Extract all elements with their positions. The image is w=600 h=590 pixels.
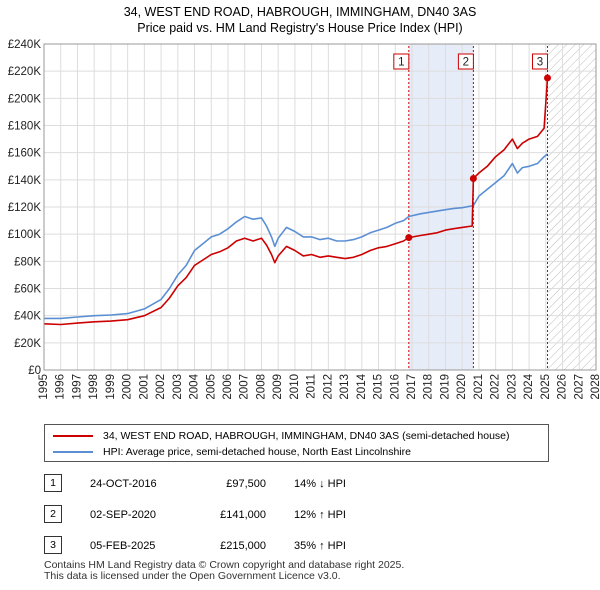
sale-hpi-3: 35% ↑ HPI [294, 540, 346, 552]
x-tick-label: 2016 [389, 374, 401, 400]
sale-label-box-2 [457, 53, 474, 70]
series-line-property [43, 77, 549, 326]
x-tick-label: 2005 [205, 374, 217, 400]
sale-hpi-2: 12% ↑ HPI [294, 509, 346, 521]
sale-hpi-1: 14% ↓ HPI [294, 478, 346, 490]
sale-date-1: 24-OCT-2016 [90, 478, 157, 490]
x-tick-label: 2004 [189, 373, 201, 399]
y-tick-label: £200K [8, 93, 42, 105]
sale-label-box-3 [531, 53, 548, 70]
footer-attribution: Contains HM Land Registry data © Crown c… [44, 560, 404, 582]
legend-item-property: 34, WEST END ROAD, HABROUGH, IMMINGHAM, … [53, 428, 510, 444]
sale-number-1: 1 [44, 474, 62, 492]
y-tick-label: £60K [14, 284, 41, 296]
sale-label-2: 2 [463, 57, 469, 69]
x-tick-label: 2007 [239, 374, 251, 400]
legend-label-property: 34, WEST END ROAD, HABROUGH, IMMINGHAM, … [103, 430, 510, 442]
legend-swatch-hpi [53, 451, 93, 454]
x-tick-label: 2001 [138, 374, 150, 400]
x-tick-label: 2017 [406, 374, 418, 400]
x-tick-label: 2027 [573, 374, 585, 400]
y-tick-label: £180K [8, 121, 42, 133]
y-tick-label: £80K [14, 256, 41, 268]
x-tick-label: 2014 [356, 373, 368, 399]
x-tick-label: 2010 [289, 374, 301, 400]
x-tick-label: 1998 [88, 374, 100, 400]
x-tick-label: 2019 [439, 374, 451, 400]
x-tick-label: 2020 [456, 374, 468, 400]
legend-label-hpi: HPI: Average price, semi-detached house,… [103, 446, 411, 458]
sale-price-3: £215,000 [220, 540, 266, 552]
x-tick-label: 2018 [423, 374, 435, 400]
sale-label-1: 1 [398, 57, 404, 69]
y-tick-label: £220K [8, 66, 42, 78]
y-tick-label: £160K [8, 148, 42, 160]
sale-point-2 [469, 174, 477, 182]
y-tick-label: £140K [8, 175, 42, 187]
sale-date-3: 05-FEB-2025 [90, 540, 156, 552]
y-tick-label: £100K [8, 229, 42, 241]
sale-point-1 [405, 234, 413, 242]
x-tick-label: 2022 [490, 374, 502, 400]
sale-price-2: £141,000 [220, 509, 266, 521]
x-tick-label: 2012 [322, 374, 334, 400]
x-tick-label: 2024 [523, 373, 535, 399]
sale-price-1: £97,500 [226, 478, 266, 490]
footer-line2: This data is licensed under the Open Gov… [44, 570, 341, 582]
sale-number-2: 2 [44, 505, 62, 523]
x-tick-label: 1997 [71, 374, 83, 400]
y-tick-label: £120K [8, 202, 42, 214]
x-tick-label: 2002 [155, 374, 167, 400]
x-tick-label: 2026 [557, 374, 569, 400]
x-tick-label: 2028 [590, 374, 600, 400]
y-tick-label: £20K [14, 338, 41, 350]
x-tick-label: 2003 [172, 374, 184, 400]
x-tick-label: 2013 [339, 374, 351, 400]
x-tick-label: 2011 [306, 374, 318, 399]
footer-line1: Contains HM Land Registry data © Crown c… [44, 559, 405, 571]
series-line-hpi [44, 153, 548, 320]
x-tick-label: 2000 [122, 374, 134, 400]
y-tick-label: £0 [28, 365, 41, 377]
x-tick-label: 1999 [105, 374, 117, 400]
x-tick-label: 2009 [272, 374, 284, 400]
sale-label-3: 3 [537, 57, 543, 69]
legend-swatch-property [53, 435, 93, 438]
x-tick-label: 2021 [473, 374, 485, 400]
plot-border [43, 43, 597, 371]
legend-item-hpi: HPI: Average price, semi-detached house,… [53, 444, 411, 460]
y-tick-label: £240K [8, 39, 42, 51]
chart-title-line1: 34, WEST END ROAD, HABROUGH, IMMINGHAM, … [123, 5, 477, 19]
sale-point-3 [543, 74, 551, 82]
sale-date-2: 02-SEP-2020 [90, 509, 157, 521]
x-tick-label: 2025 [540, 374, 552, 400]
x-tick-label: 2006 [222, 374, 234, 400]
x-tick-label: 2015 [373, 374, 385, 400]
x-tick-label: 1995 [38, 374, 50, 400]
chart-title-line2: Price paid vs. HM Land Registry's House … [137, 21, 463, 35]
chart-legend: 34, WEST END ROAD, HABROUGH, IMMINGHAM, … [44, 424, 549, 462]
sale-number-3: 3 [44, 536, 62, 554]
price-chart: 1 2 3 £0 £20K £40K £60K £80K £100K £120K £140K £16… [8, 39, 600, 400]
y-tick-label: £40K [14, 311, 41, 323]
chart-title: 34, WEST END ROAD, HABROUGH, IMMINGHAM, … [0, 4, 600, 36]
sale-label-box-1 [393, 53, 410, 70]
x-tick-label: 2023 [506, 374, 518, 400]
x-tick-label: 2008 [255, 374, 267, 400]
x-tick-label: 1996 [55, 374, 67, 400]
